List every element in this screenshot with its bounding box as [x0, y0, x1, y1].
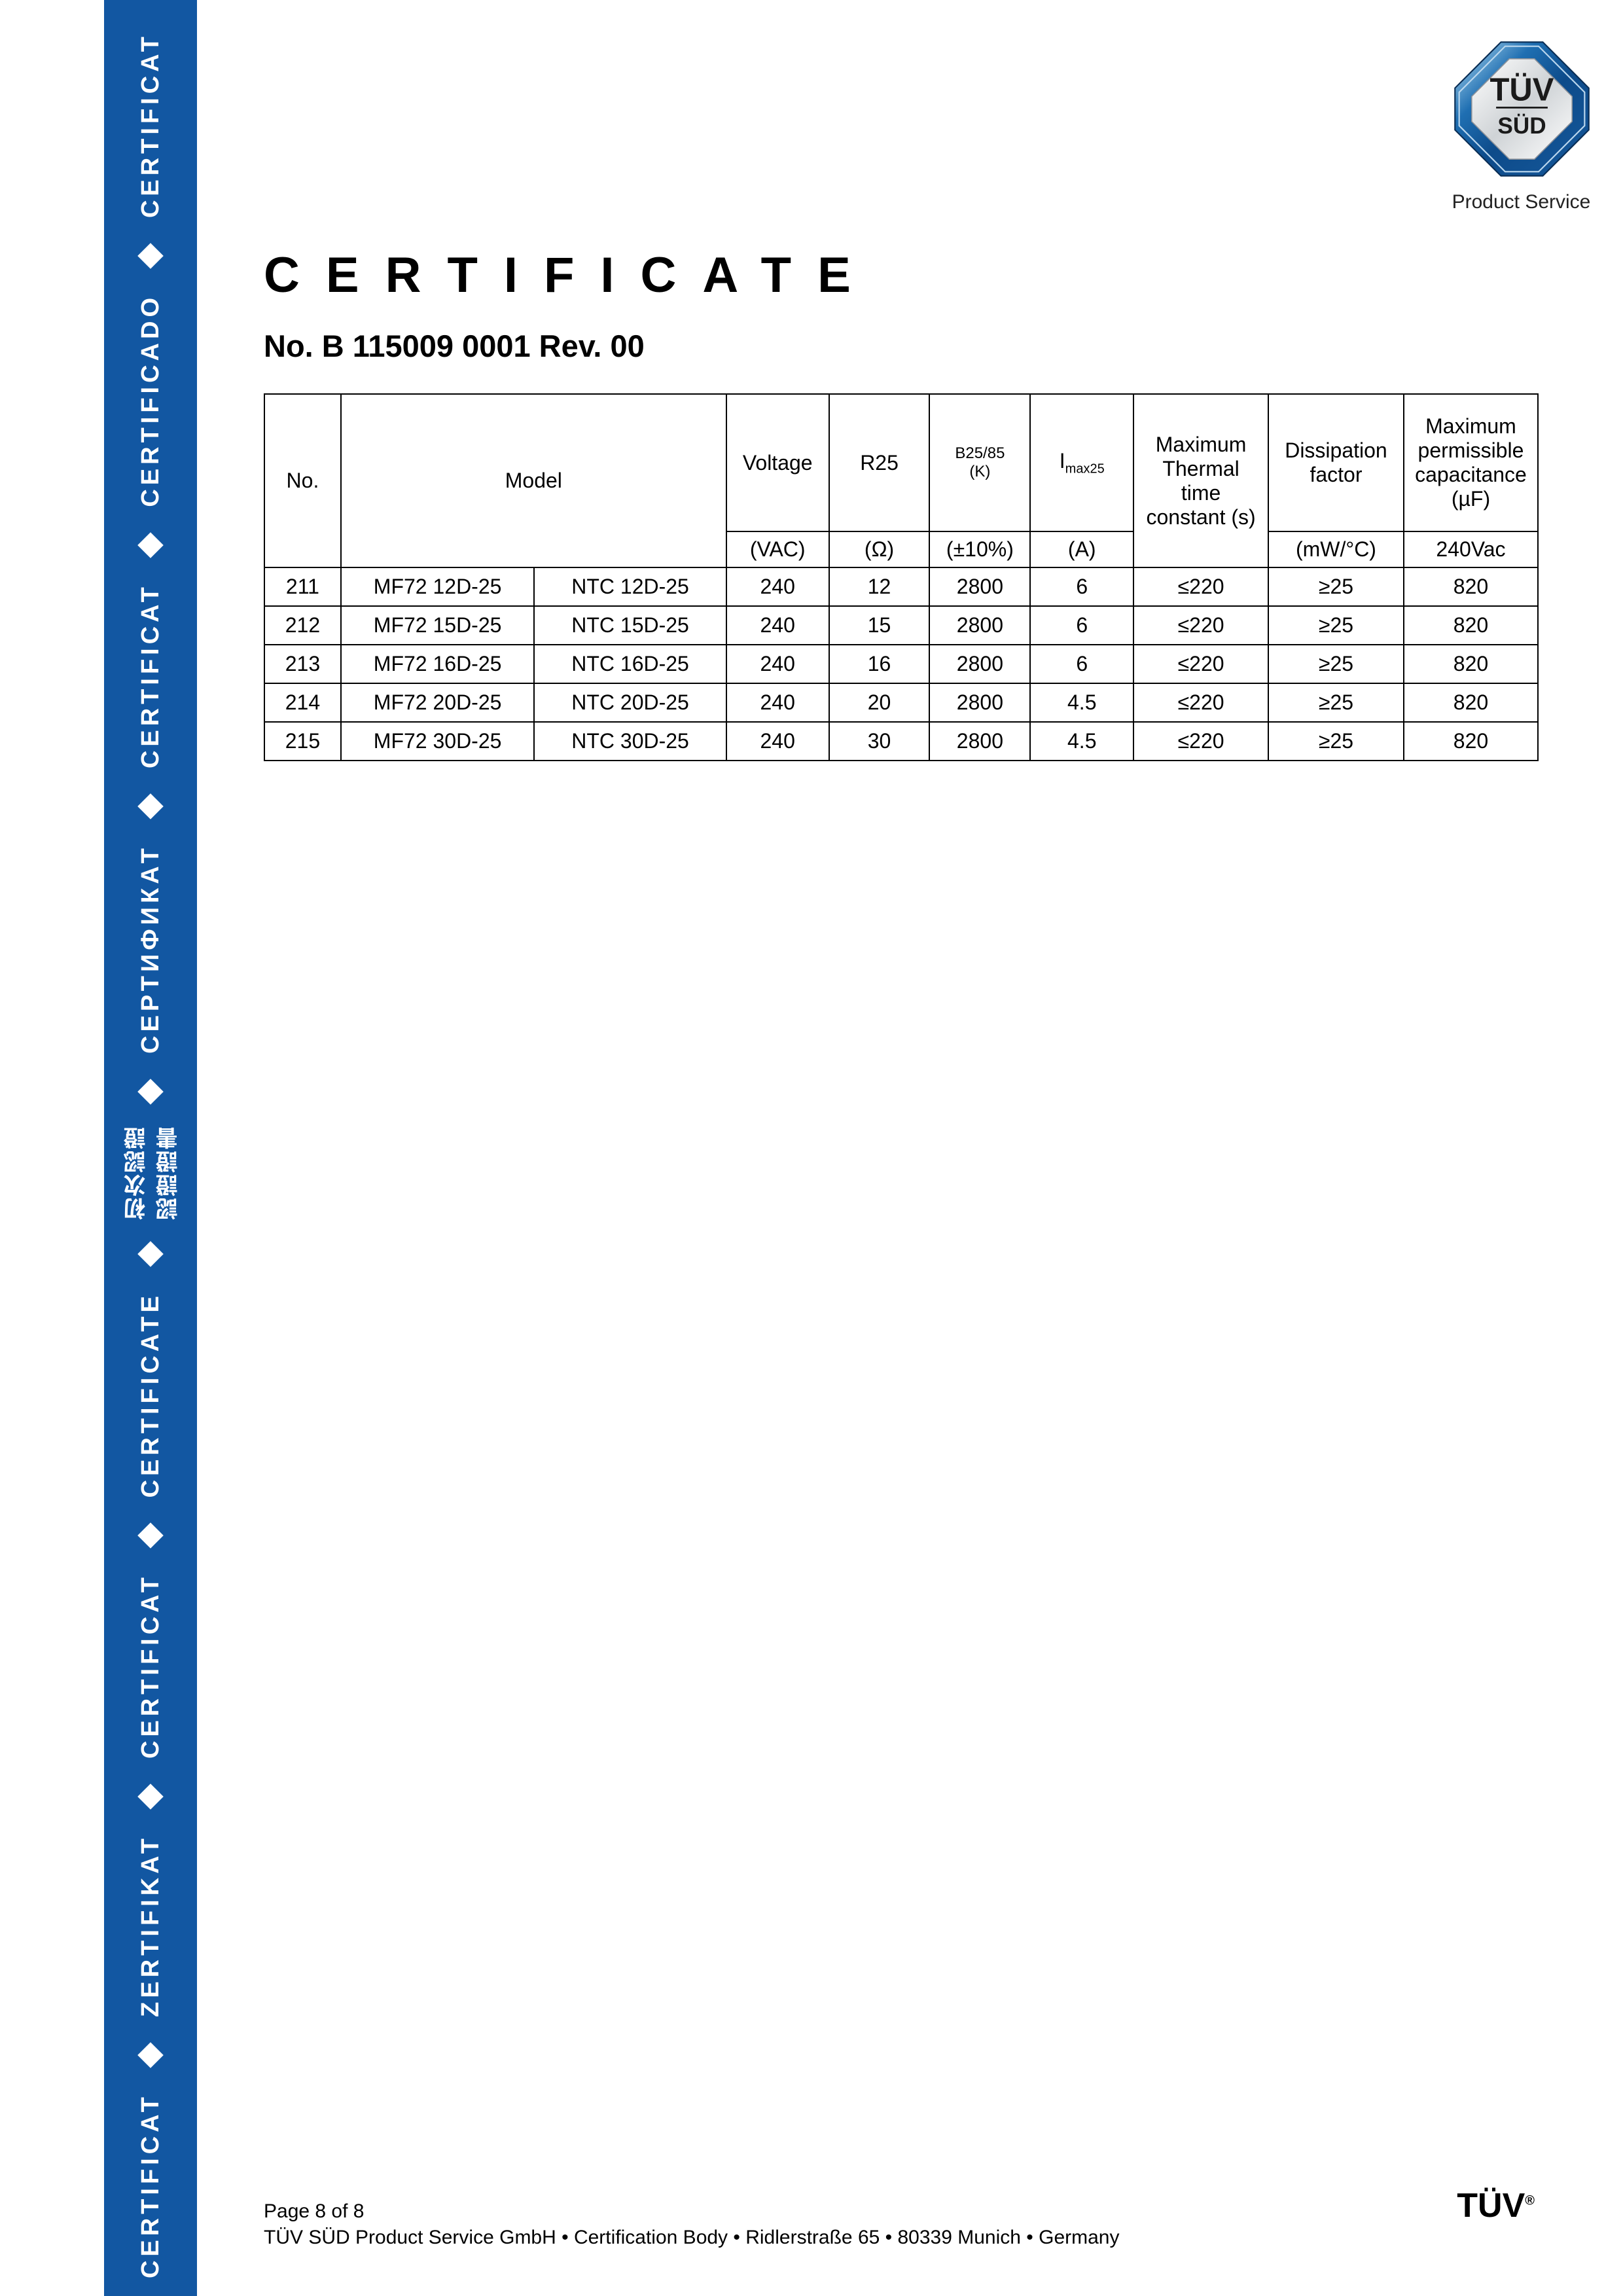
- svg-text:TÜV: TÜV: [1490, 73, 1554, 108]
- svg-text:SÜD: SÜD: [1497, 113, 1546, 139]
